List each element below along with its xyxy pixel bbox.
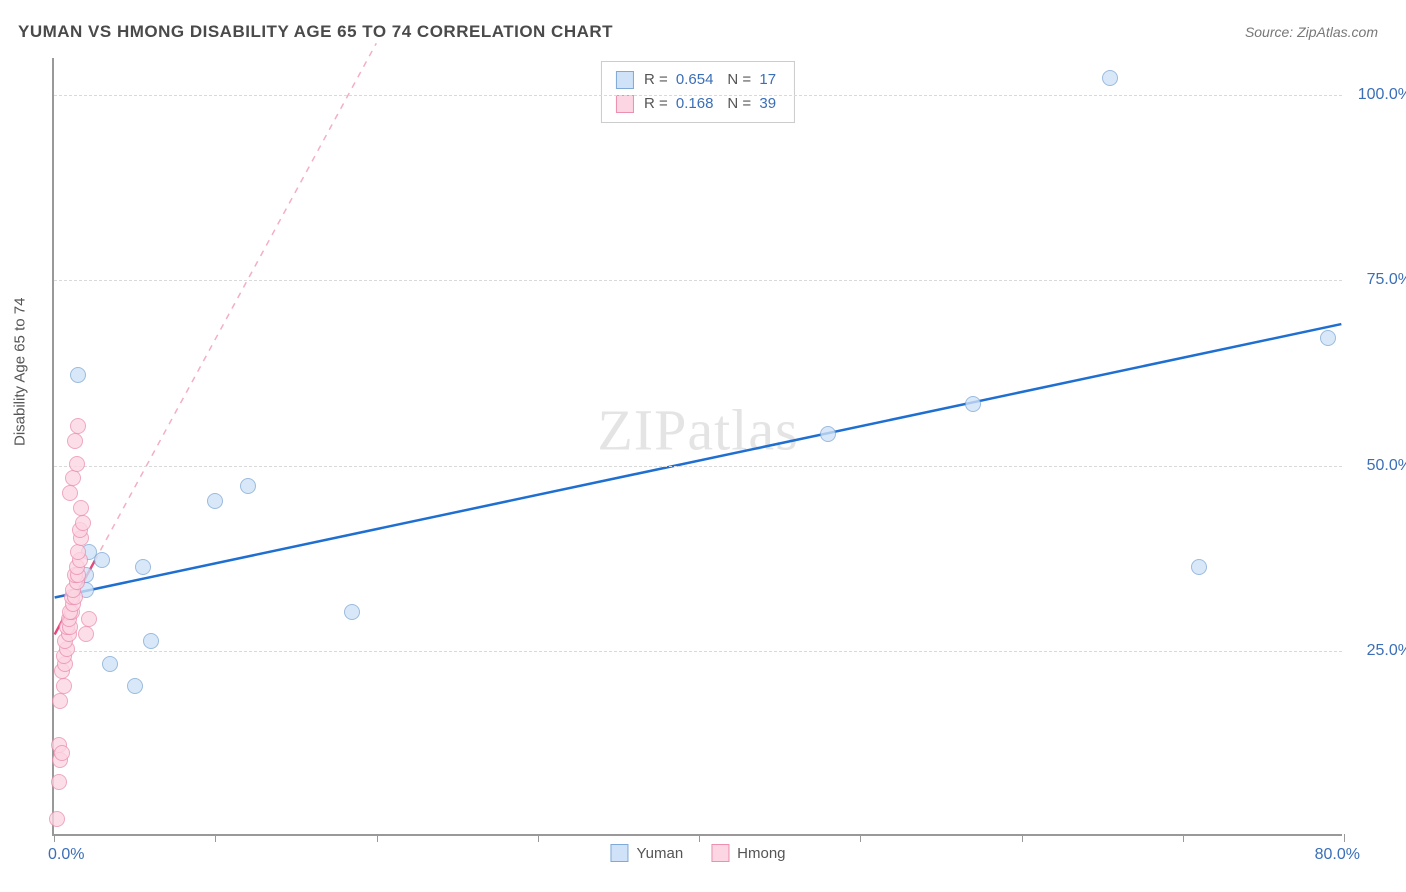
series-legend: Yuman Hmong xyxy=(610,844,785,862)
data-point xyxy=(65,470,81,486)
legend-swatch xyxy=(610,844,628,862)
x-tick xyxy=(54,834,55,842)
y-tick-label: 75.0% xyxy=(1367,271,1406,289)
data-point xyxy=(240,478,256,494)
data-point xyxy=(70,418,86,434)
stats-legend: R = 0.654N = 17R = 0.168N = 39 xyxy=(601,61,795,123)
data-point xyxy=(54,745,70,761)
series-legend-item: Yuman xyxy=(610,844,683,862)
data-point xyxy=(62,485,78,501)
data-point xyxy=(1102,70,1118,86)
x-tick xyxy=(215,834,216,842)
x-max-label: 80.0% xyxy=(1315,846,1360,864)
stats-legend-row: R = 0.654 N = 17 xyxy=(616,68,780,92)
data-point xyxy=(143,633,159,649)
gridline-horizontal xyxy=(54,651,1342,652)
data-point xyxy=(81,611,97,627)
chart-title: YUMAN VS HMONG DISABILITY AGE 65 TO 74 C… xyxy=(18,22,613,42)
watermark-bold: ZIP xyxy=(597,398,687,463)
data-point xyxy=(67,433,83,449)
data-point xyxy=(94,552,110,568)
data-point xyxy=(965,396,981,412)
data-point xyxy=(1320,330,1336,346)
data-point xyxy=(102,656,118,672)
data-point xyxy=(78,626,94,642)
series-legend-label: Hmong xyxy=(737,845,785,862)
data-point xyxy=(49,811,65,827)
watermark: ZIPatlas xyxy=(597,397,798,464)
y-tick-label: 50.0% xyxy=(1367,457,1406,475)
r-stat: R = 0.654 xyxy=(644,68,717,92)
data-point xyxy=(127,678,143,694)
y-axis-label: Disability Age 65 to 74 xyxy=(12,298,29,446)
x-min-label: 0.0% xyxy=(48,846,84,864)
x-tick xyxy=(377,834,378,842)
data-point xyxy=(820,426,836,442)
x-tick xyxy=(538,834,539,842)
x-tick xyxy=(860,834,861,842)
trend-lines-layer xyxy=(54,58,1342,834)
y-tick-label: 25.0% xyxy=(1367,642,1406,660)
data-point xyxy=(207,493,223,509)
data-point xyxy=(56,678,72,694)
n-stat: N = 17 xyxy=(727,68,780,92)
data-point xyxy=(70,544,86,560)
gridline-horizontal xyxy=(54,280,1342,281)
legend-swatch xyxy=(616,95,634,113)
chart-container: YUMAN VS HMONG DISABILITY AGE 65 TO 74 C… xyxy=(0,0,1406,892)
data-point xyxy=(52,693,68,709)
x-tick xyxy=(1183,834,1184,842)
trend-line xyxy=(55,43,377,634)
source-attribution: Source: ZipAtlas.com xyxy=(1245,24,1378,40)
legend-swatch xyxy=(616,71,634,89)
data-point xyxy=(70,367,86,383)
legend-swatch xyxy=(711,844,729,862)
data-point xyxy=(344,604,360,620)
data-point xyxy=(51,774,67,790)
x-tick xyxy=(1022,834,1023,842)
data-point xyxy=(69,456,85,472)
watermark-thin: atlas xyxy=(687,398,798,463)
series-legend-label: Yuman xyxy=(636,845,683,862)
y-tick-label: 100.0% xyxy=(1358,86,1406,104)
x-tick xyxy=(699,834,700,842)
series-legend-item: Hmong xyxy=(711,844,785,862)
data-point xyxy=(1191,559,1207,575)
data-point xyxy=(135,559,151,575)
gridline-horizontal xyxy=(54,466,1342,467)
plot-area: ZIPatlas R = 0.654N = 17R = 0.168N = 39 … xyxy=(52,58,1342,836)
gridline-horizontal xyxy=(54,95,1342,96)
trend-line xyxy=(55,324,1342,597)
data-point xyxy=(73,500,89,516)
x-tick xyxy=(1344,834,1345,842)
data-point xyxy=(75,515,91,531)
